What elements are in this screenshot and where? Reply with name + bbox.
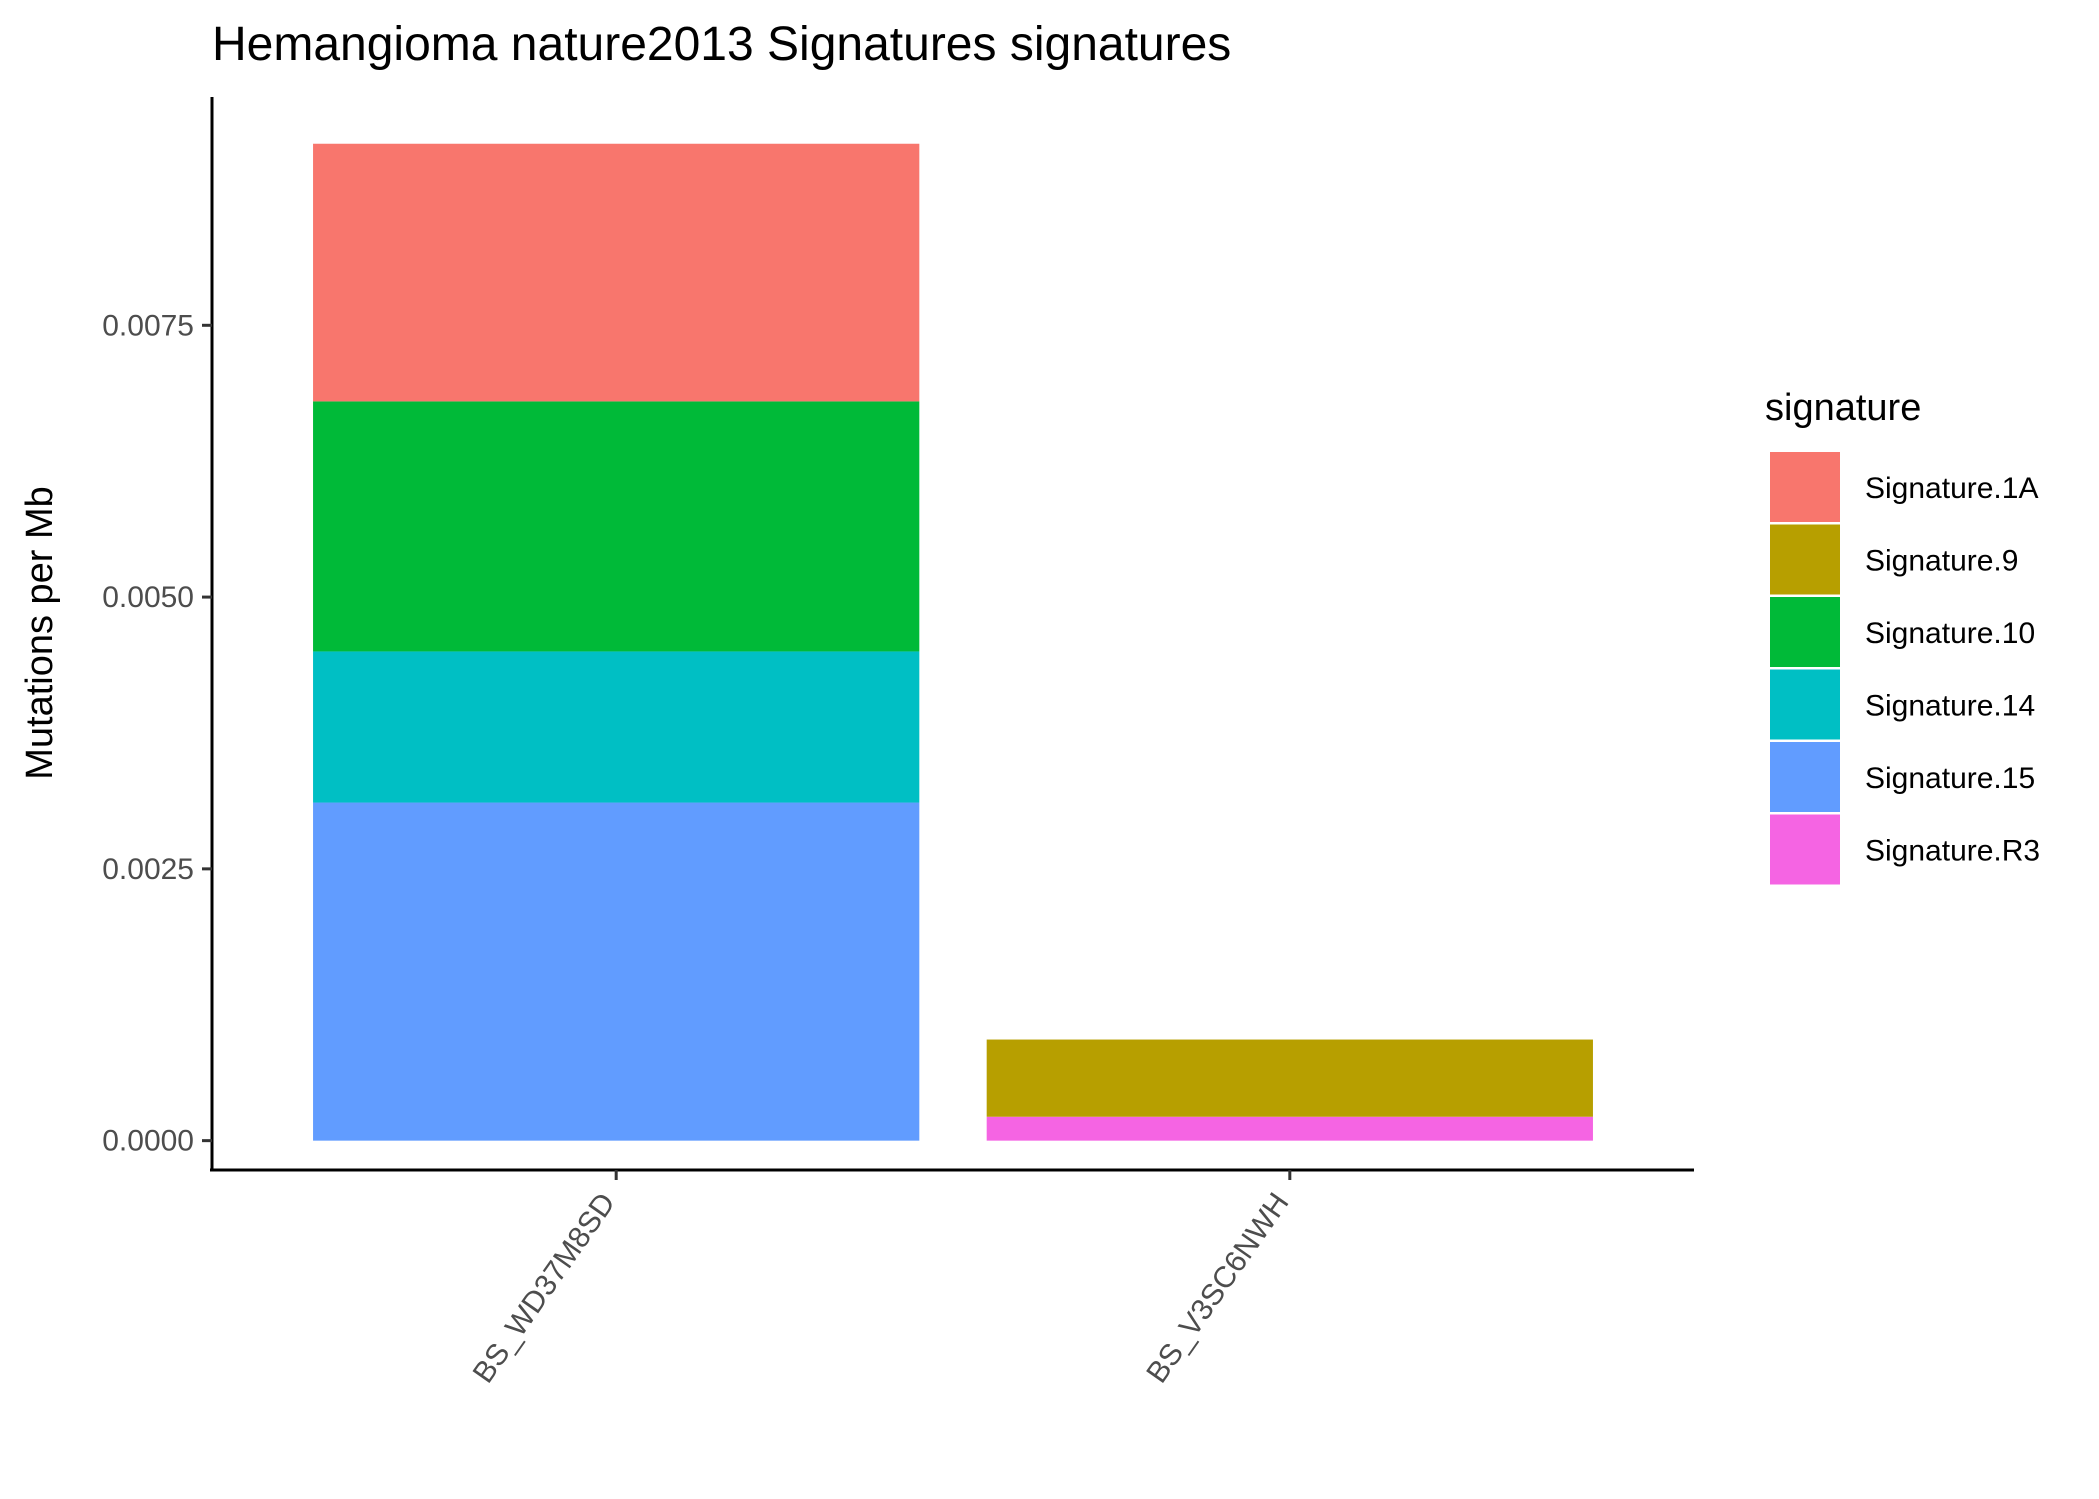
bar-segment [313,802,920,1141]
y-tick-label: 0.0025 [102,853,194,886]
bar-segment [986,1116,1593,1141]
legend-key [1770,597,1840,667]
bar-segment [986,1039,1593,1117]
bars-layer [313,143,1593,1141]
legend-key [1770,669,1840,740]
legend-label: Signature.14 [1865,690,2035,723]
legend-key [1770,452,1840,522]
x-tick-label: BS_WD37M8SD [467,1187,622,1389]
legend-label: Signature.10 [1865,617,2035,650]
legend-key [1770,814,1840,885]
legend-key [1770,742,1840,812]
legend-label: Signature.15 [1865,762,2035,795]
x-tick-label: BS_V3SC6NWH [1140,1187,1295,1389]
bar-segment [313,401,920,652]
legend-title: signature [1765,387,1921,429]
y-ticks-layer: 0.0000 0.0025 0.0050 0.0075 [102,309,212,1158]
y-axis-title: Mutations per Mb [19,486,61,780]
legend-label: Signature.1A [1865,472,2038,505]
legend-label: Signature.9 [1865,545,2018,578]
x-ticks-layer: BS_WD37M8SD BS_V3SC6NWH [467,1170,1296,1389]
legend-key [1770,524,1840,595]
legend-label: Signature.R3 [1865,835,2040,868]
y-tick-label: 0.0050 [102,581,194,614]
bar-segment [313,651,920,803]
y-tick-label: 0.0000 [102,1125,194,1158]
legend: signature Signature.1A Signature.9 Signatu… [1765,387,2040,885]
chart-title: Hemangioma nature2013 Signatures signatu… [212,18,1231,71]
bar-segment [313,143,920,402]
y-tick-label: 0.0075 [102,309,194,342]
